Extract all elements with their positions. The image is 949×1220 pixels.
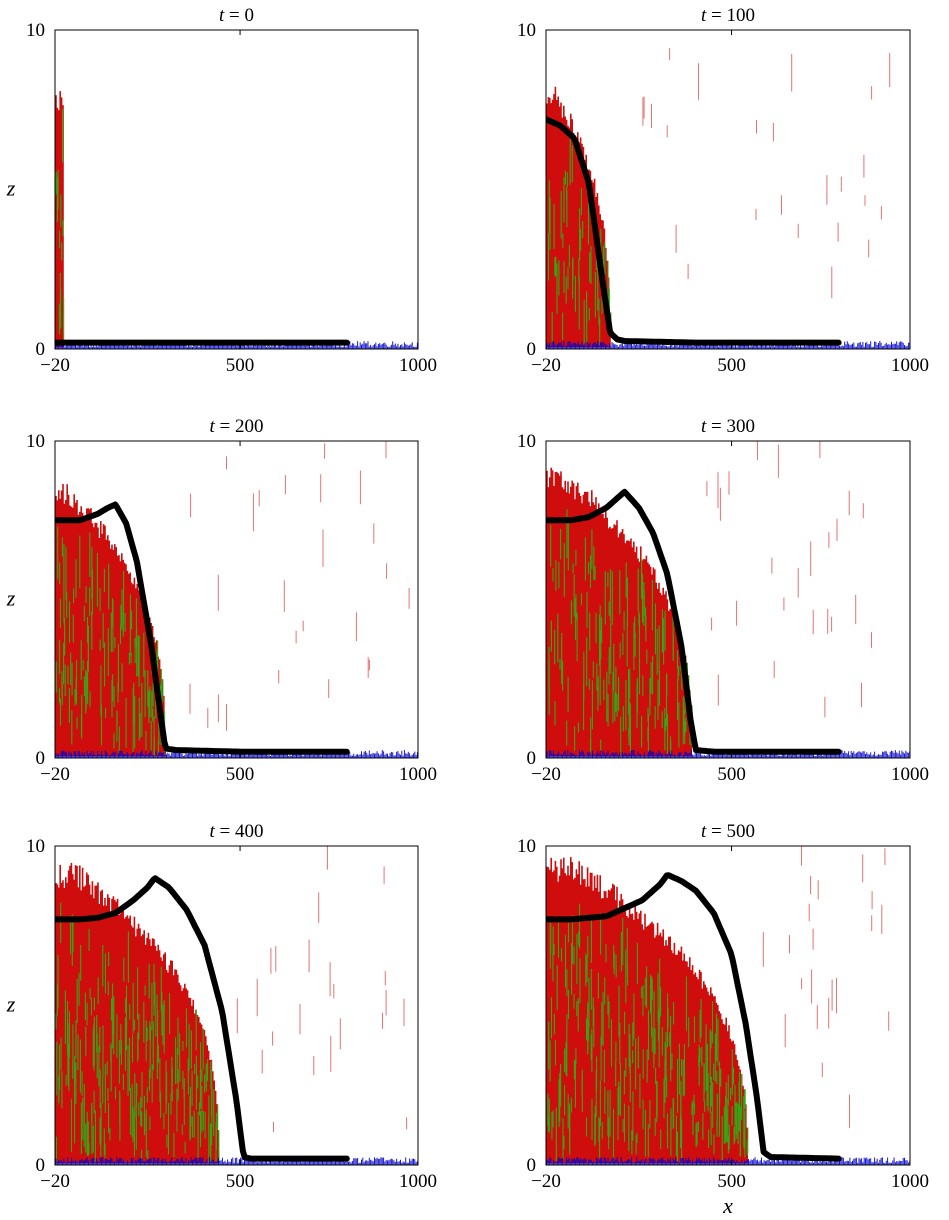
- particle-cloud: [55, 484, 166, 757]
- plot-frame: [545, 440, 911, 759]
- panel-5: −20 500 1000 0 10 t = 400 z: [6, 821, 437, 1192]
- stray-particles: [642, 48, 891, 299]
- front-line: [546, 488, 842, 755]
- plot-frame: [54, 29, 419, 350]
- panel-title: t = 500: [701, 821, 755, 842]
- particle-cloud: [55, 862, 220, 1164]
- x-tick-label: 1000: [399, 764, 437, 785]
- plot-frame: [545, 845, 911, 1166]
- panel-title: t = 400: [210, 821, 264, 842]
- plot-area: [55, 846, 418, 1165]
- x-tick-label: −20: [531, 355, 561, 376]
- panel-1: −20 500 1000 0 10 t = 0 z: [6, 5, 437, 376]
- y-tick-label: 0: [36, 748, 46, 769]
- panel-title: t = 300: [701, 416, 755, 437]
- panel-3: −20 500 1000 0 10 t = 200 z: [6, 416, 437, 785]
- bed-layer: [55, 1157, 418, 1165]
- stray-particles: [762, 846, 890, 1128]
- x-tick-label: 500: [717, 764, 746, 785]
- panel-2: −20 500 1000 0 10 t = 100: [517, 5, 929, 376]
- stray-particles: [236, 846, 408, 1132]
- y-axis-label: z: [6, 992, 16, 1017]
- y-axis-label: z: [6, 176, 16, 201]
- x-tick-label: 1000: [891, 1171, 929, 1192]
- y-tick-label: 0: [527, 1155, 537, 1176]
- y-axis-label: z: [6, 586, 16, 611]
- y-tick-label: 0: [36, 339, 46, 360]
- panel-6: −20 500 1000 0 10 t = 500 x: [517, 821, 929, 1218]
- x-tick-label: 1000: [891, 355, 929, 376]
- front-line: [546, 872, 842, 1162]
- plot-area: [546, 48, 910, 349]
- x-tick-label: 1000: [399, 355, 437, 376]
- front-line: [55, 875, 350, 1162]
- particle-cloud: [55, 91, 65, 348]
- y-tick-label: 10: [517, 20, 536, 41]
- panel-title: t = 100: [701, 5, 755, 26]
- y-tick-label: 10: [26, 431, 45, 452]
- plot-frame: [54, 845, 419, 1166]
- plot-area: [546, 441, 910, 758]
- y-tick-label: 0: [527, 748, 537, 769]
- bed-layer: [546, 341, 910, 349]
- x-tick-label: −20: [40, 1171, 70, 1192]
- particle-cloud: [546, 467, 693, 757]
- x-tick-label: 500: [226, 764, 255, 785]
- stray-particles: [189, 441, 410, 731]
- x-tick-label: −20: [40, 355, 70, 376]
- x-tick-label: 500: [226, 355, 255, 376]
- x-tick-label: 1000: [399, 1171, 437, 1192]
- plot-area: [546, 846, 910, 1165]
- panel-title: t = 0: [219, 5, 254, 26]
- x-axis-label: x: [722, 1193, 733, 1218]
- y-tick-label: 0: [36, 1155, 46, 1176]
- plot-frame: [54, 440, 419, 759]
- bed-layer: [546, 1157, 910, 1165]
- x-tick-label: 1000: [891, 764, 929, 785]
- x-tick-label: −20: [40, 764, 70, 785]
- plot-frame: [545, 29, 911, 350]
- x-tick-label: 500: [226, 1171, 255, 1192]
- plot-area: [55, 441, 418, 758]
- y-tick-label: 0: [527, 339, 537, 360]
- panel-4: −20 500 1000 0 10 t = 300: [517, 416, 929, 785]
- front-line: [546, 116, 842, 346]
- y-tick-label: 10: [26, 836, 45, 857]
- stray-particles: [706, 441, 872, 718]
- plot-area: [55, 91, 418, 349]
- front-line: [55, 501, 350, 755]
- y-tick-label: 10: [517, 836, 536, 857]
- panel-title: t = 200: [210, 416, 264, 437]
- x-tick-label: 500: [717, 1171, 746, 1192]
- x-tick-label: −20: [531, 1171, 561, 1192]
- particle-cloud: [546, 857, 749, 1164]
- y-tick-label: 10: [26, 20, 45, 41]
- x-tick-label: 500: [717, 355, 746, 376]
- y-tick-label: 10: [517, 431, 536, 452]
- x-tick-label: −20: [531, 764, 561, 785]
